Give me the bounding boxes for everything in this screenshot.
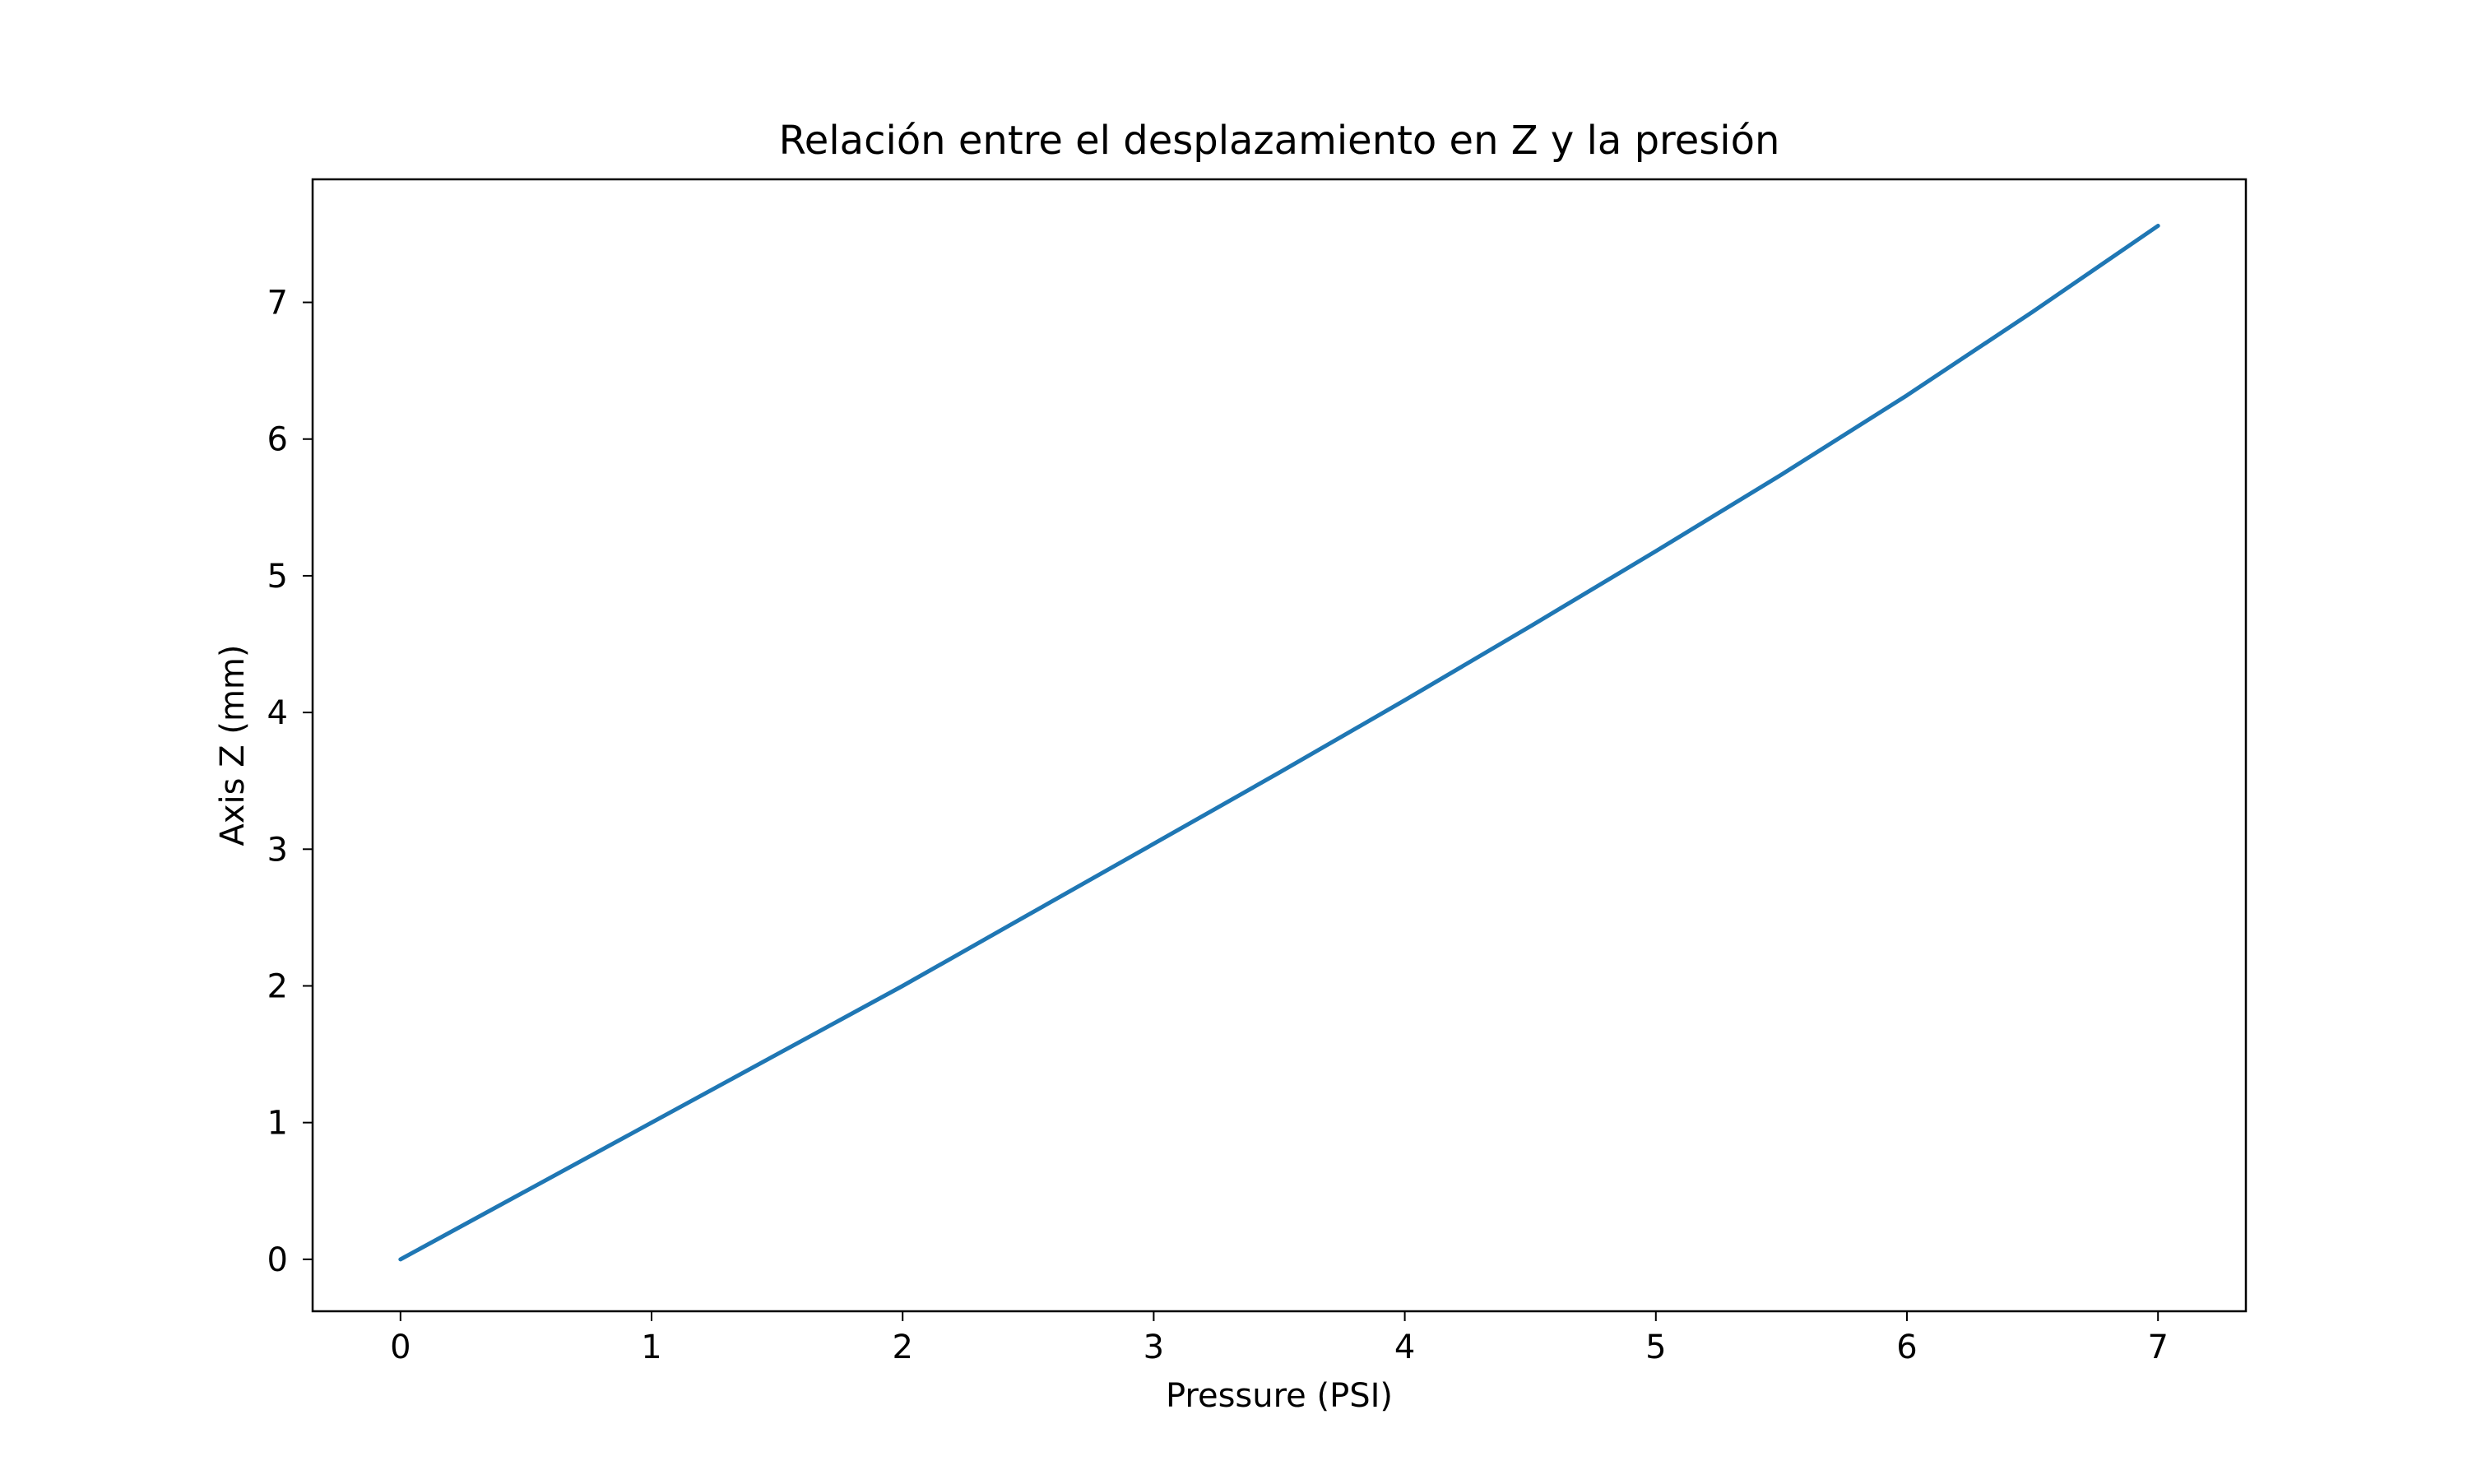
y-tick-label: 0 bbox=[267, 1241, 288, 1279]
y-tick-label: 1 bbox=[267, 1105, 288, 1143]
axes-frame bbox=[311, 178, 2248, 1313]
x-tick-label: 6 bbox=[1896, 1329, 1917, 1366]
y-axis-label: Axis Z (mm) bbox=[214, 645, 252, 846]
x-tick-label: 1 bbox=[641, 1329, 661, 1366]
x-tick-label: 5 bbox=[1645, 1329, 1666, 1366]
y-tick-label: 7 bbox=[267, 285, 288, 322]
chart-title: Relación entre el desplazamiento en Z y … bbox=[779, 118, 1780, 164]
x-tick-label: 0 bbox=[390, 1329, 411, 1366]
y-axis-ticks: 0 1 2 3 4 5 6 7 bbox=[267, 285, 313, 1279]
series-line-0 bbox=[398, 224, 2160, 1262]
y-tick-label: 6 bbox=[267, 421, 288, 459]
x-axis-ticks: 0 1 2 3 4 5 6 7 bbox=[390, 1311, 2169, 1366]
x-tick-label: 2 bbox=[892, 1329, 912, 1366]
y-tick-label: 3 bbox=[267, 831, 288, 869]
plot-area bbox=[398, 224, 2160, 1262]
x-tick-label: 7 bbox=[2147, 1329, 2168, 1366]
x-axis-label: Pressure (PSI) bbox=[1166, 1377, 1393, 1415]
x-tick-label: 4 bbox=[1394, 1329, 1415, 1366]
y-tick-label: 5 bbox=[267, 558, 288, 596]
y-tick-label: 4 bbox=[267, 694, 288, 732]
x-tick-label: 3 bbox=[1144, 1329, 1164, 1366]
y-tick-label: 2 bbox=[267, 967, 288, 1005]
